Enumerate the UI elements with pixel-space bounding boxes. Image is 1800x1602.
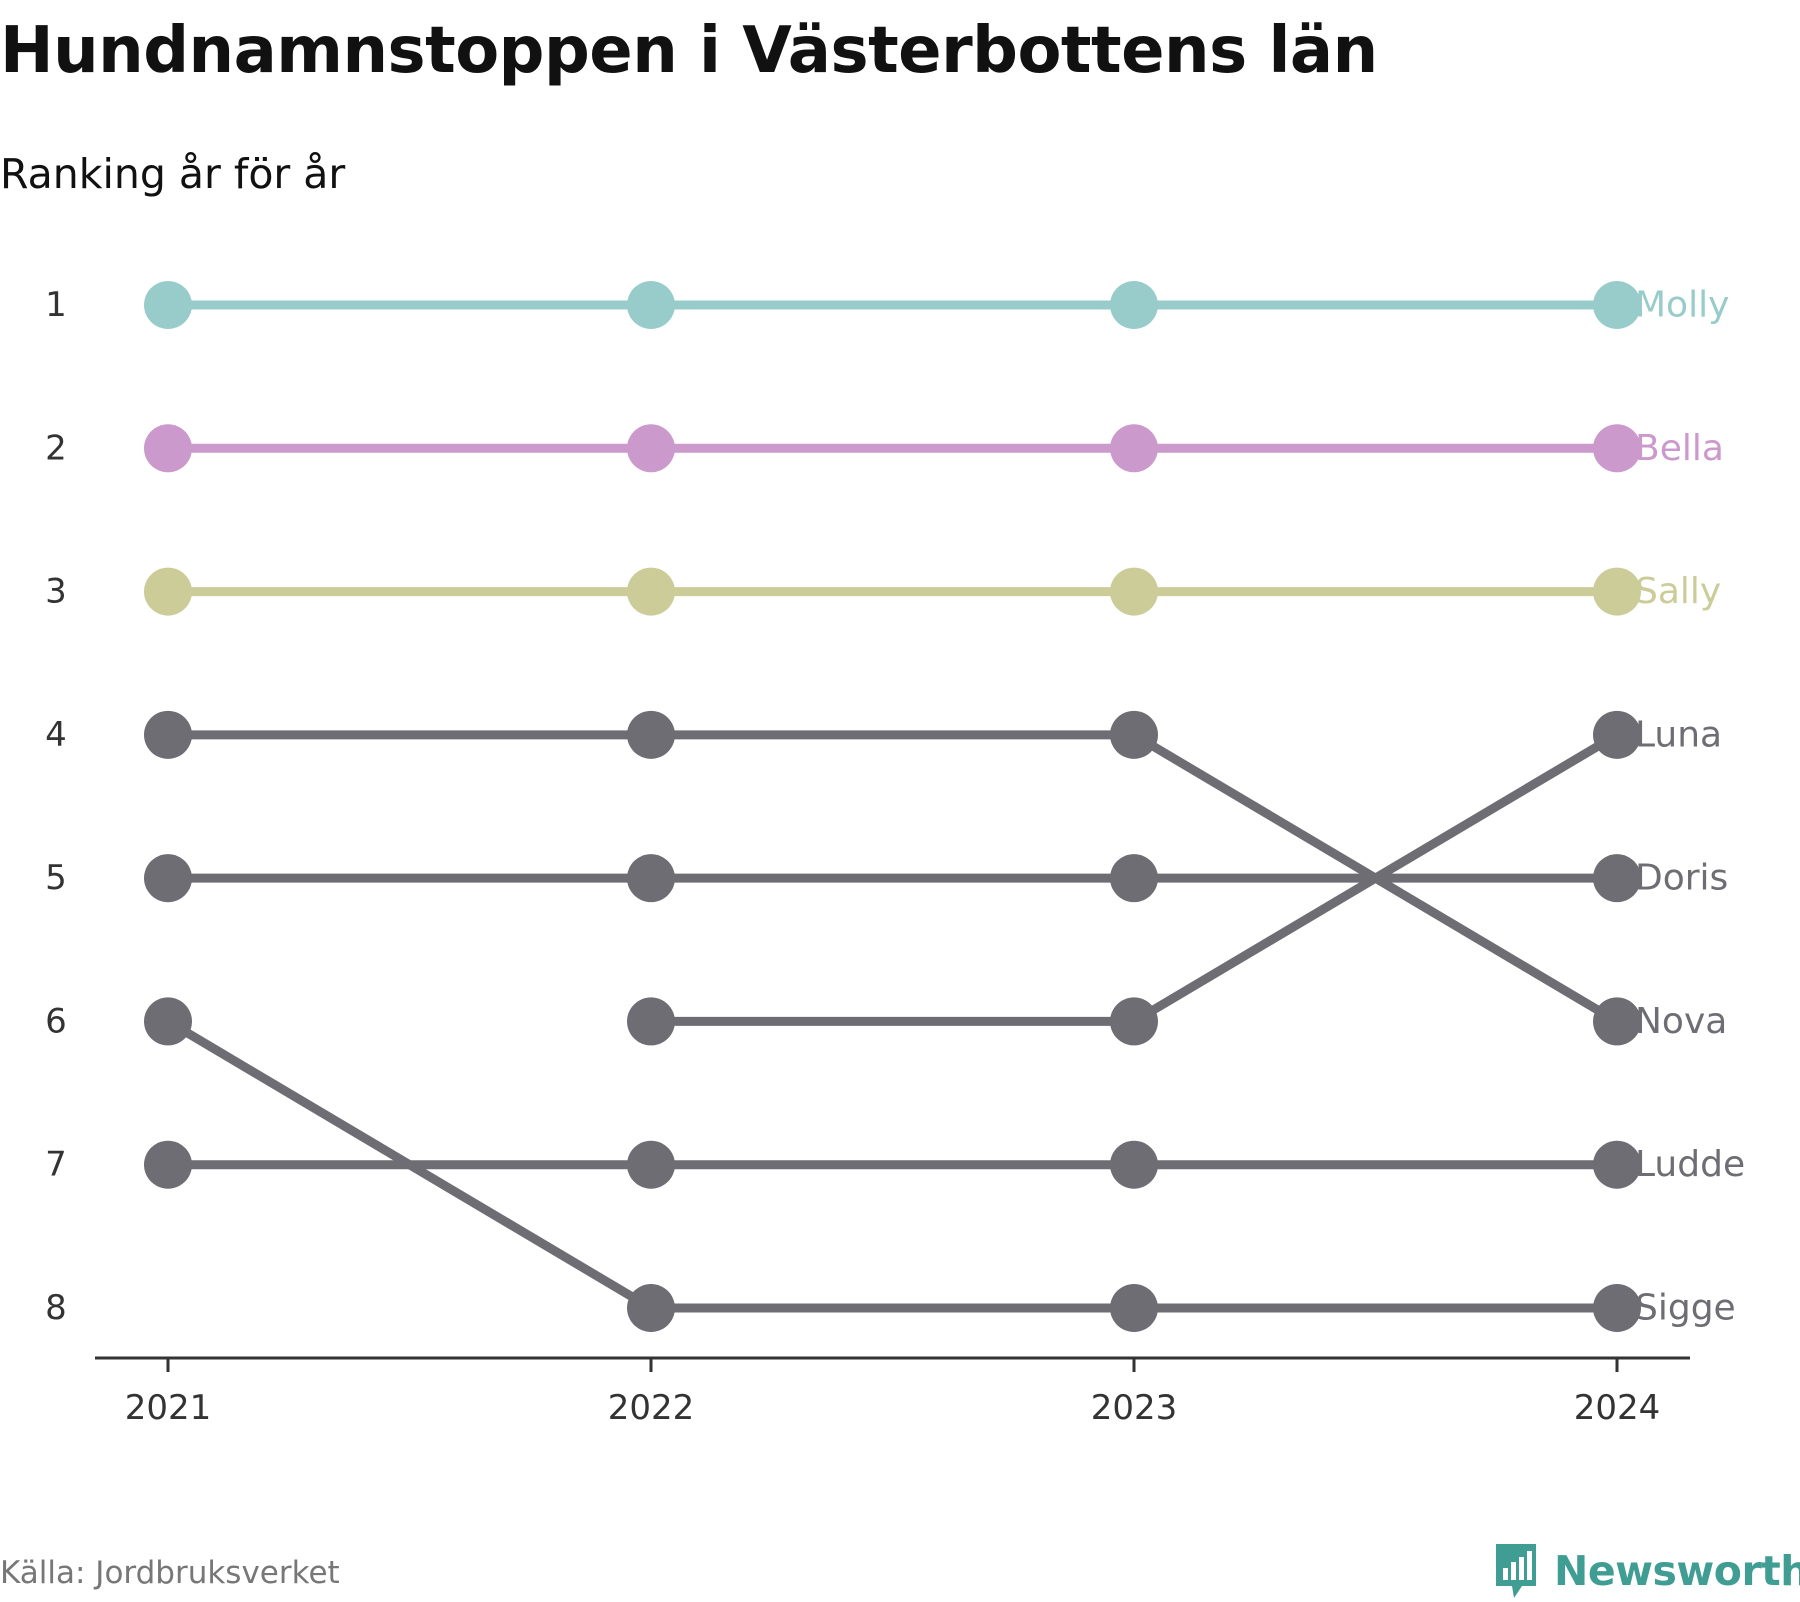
series-label-bella: Bella xyxy=(1635,428,1724,469)
data-point-doris xyxy=(144,854,192,903)
newsworthy-bar-chart-icon xyxy=(1496,1544,1536,1598)
y-tick-label: 2 xyxy=(45,428,67,468)
data-point-sigge xyxy=(1110,1284,1158,1332)
data-point-sigge xyxy=(1593,1284,1641,1332)
series-label-ludde: Ludde xyxy=(1635,1144,1745,1185)
series-label-sigge: Sigge xyxy=(1635,1288,1736,1329)
chart-subtitle: Ranking år för år xyxy=(0,150,346,198)
series-line-sigge xyxy=(163,1016,1622,1313)
data-point-sally xyxy=(627,567,675,616)
x-tick-label: 2023 xyxy=(1091,1388,1178,1428)
data-point-molly xyxy=(1110,281,1158,329)
source-note: Källa: Jordbruksverket xyxy=(0,1555,340,1591)
data-point-sigge xyxy=(144,997,192,1046)
data-point-doris xyxy=(1593,854,1641,903)
y-tick-label: 6 xyxy=(45,1001,67,1041)
series-label-doris: Doris xyxy=(1635,858,1728,899)
series-label-sally: Sally xyxy=(1635,571,1721,612)
data-point-sally xyxy=(144,567,192,616)
data-point-sally xyxy=(1593,567,1641,616)
series-label-luna: Luna xyxy=(1635,714,1722,755)
data-point-doris xyxy=(627,854,675,903)
data-point-luna xyxy=(1593,710,1641,759)
newsworthy-logo[interactable]: Newsworthy xyxy=(1492,1540,1800,1602)
data-point-nova xyxy=(144,710,192,759)
data-point-ludde xyxy=(1110,1140,1158,1189)
data-point-molly xyxy=(1593,281,1641,329)
series-label-molly: Molly xyxy=(1635,285,1729,326)
y-axis-tick-labels: 1 2 3 4 5 6 7 8 xyxy=(45,285,67,1328)
y-tick-label: 5 xyxy=(45,858,67,898)
y-tick-label: 8 xyxy=(45,1288,67,1328)
y-tick-label: 1 xyxy=(45,285,67,325)
x-axis-ticks: 2021 2022 2023 2024 xyxy=(125,1358,1661,1428)
series-points xyxy=(144,281,1641,1332)
series-line-nova xyxy=(163,730,1622,1026)
chart-title: Hundnamnstoppen i Västerbottens län xyxy=(0,14,1378,88)
data-point-bella xyxy=(144,424,192,473)
data-point-luna xyxy=(1110,997,1158,1046)
logo-text: Newsworthy xyxy=(1554,1547,1800,1595)
x-tick-label: 2021 xyxy=(125,1388,212,1428)
data-point-nova xyxy=(1593,997,1641,1046)
y-tick-label: 4 xyxy=(45,715,67,755)
series-label-nova: Nova xyxy=(1635,1001,1727,1042)
data-point-bella xyxy=(627,424,675,473)
data-point-molly xyxy=(627,281,675,329)
data-point-sally xyxy=(1110,567,1158,616)
data-point-ludde xyxy=(627,1140,675,1189)
x-tick-label: 2022 xyxy=(608,1388,695,1428)
data-point-doris xyxy=(1110,854,1158,903)
data-point-molly xyxy=(144,281,192,329)
data-point-ludde xyxy=(144,1140,192,1189)
y-tick-label: 3 xyxy=(45,572,67,612)
data-point-bella xyxy=(1110,424,1158,473)
data-point-bella xyxy=(1593,424,1641,473)
series-labels: Luna Doris Nova Ludde Sigge Molly Bella Sally xyxy=(1635,285,1745,1329)
x-tick-label: 2024 xyxy=(1574,1388,1661,1428)
y-tick-label: 7 xyxy=(45,1145,67,1185)
data-point-nova xyxy=(627,710,675,759)
data-point-sigge xyxy=(627,1284,675,1332)
data-point-nova xyxy=(1110,710,1158,759)
data-point-luna xyxy=(627,997,675,1046)
series-lines xyxy=(163,300,1622,1313)
data-point-ludde xyxy=(1593,1140,1641,1189)
